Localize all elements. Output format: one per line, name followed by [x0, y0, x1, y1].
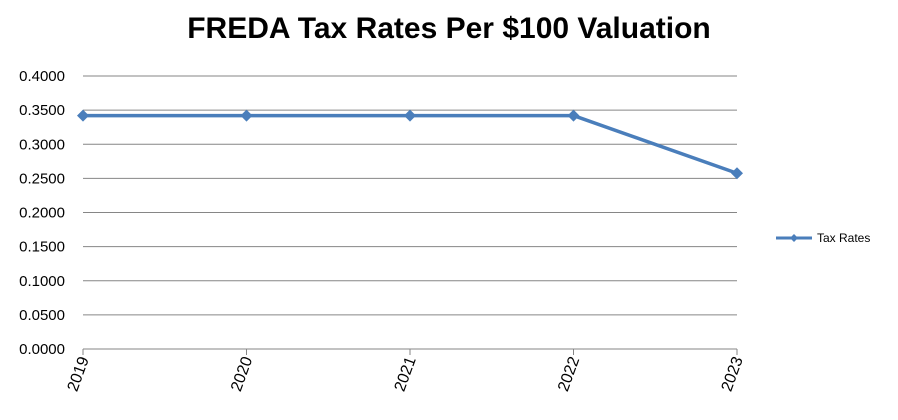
- data-point-marker: [731, 167, 743, 180]
- y-tick-label: 0.2500: [19, 170, 65, 187]
- y-tick-label: 0.0000: [19, 341, 65, 358]
- data-point-marker: [404, 109, 416, 122]
- y-tick-label: 0.3000: [19, 136, 65, 153]
- y-tick-label: 0.1000: [19, 273, 65, 290]
- x-tick-label: 2019: [65, 354, 93, 393]
- x-tick-label: 2023: [719, 354, 747, 393]
- legend: Tax Rates: [776, 231, 870, 245]
- x-tick-label: 2022: [555, 354, 583, 393]
- y-tick-label: 0.2000: [19, 205, 65, 222]
- data-point-marker: [240, 109, 253, 122]
- y-tick-label: 0.1500: [19, 239, 65, 256]
- axes: 0.0000 0.0500 0.1000 0.1500 0.2000 0.2500 0.30…: [19, 68, 747, 394]
- y-tick-label: 0.0500: [19, 307, 65, 324]
- series-tax-rates: [77, 109, 743, 180]
- data-point-marker: [567, 109, 580, 122]
- data-point-marker: [77, 109, 89, 122]
- legend-swatch-marker: [790, 234, 798, 242]
- x-tick-label: 2021: [392, 354, 420, 393]
- x-tick-label: 2020: [228, 354, 256, 393]
- y-tick-label: 0.3500: [19, 102, 65, 119]
- legend-label: Tax Rates: [817, 231, 870, 245]
- y-tick-label: 0.4000: [19, 68, 65, 85]
- chart-title: FREDA Tax Rates Per $100 Valuation: [187, 12, 711, 45]
